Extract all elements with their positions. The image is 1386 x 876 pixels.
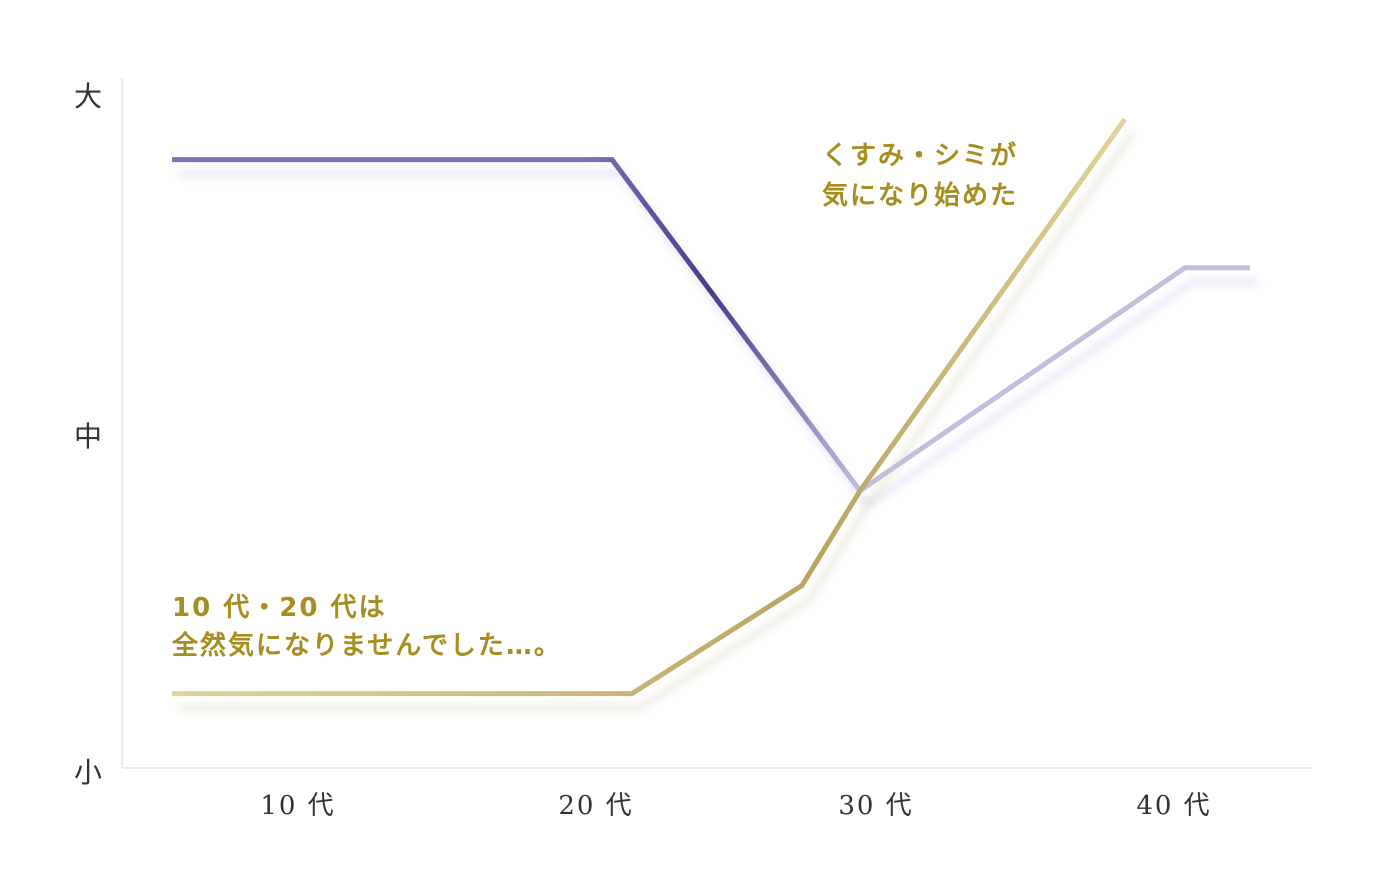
series-shadows [180, 131, 1258, 711]
series-purple-shadow [180, 170, 1258, 509]
series-purple-line [172, 157, 1250, 495]
chart-annotations: 10 代・20 代は 全然気になりませんでした…。 くすみ・シミが 気になり始め… [171, 140, 1029, 661]
y-tick-label: 小 [74, 756, 102, 789]
annotation-young-age-line-1: 10 代・20 代は [172, 593, 386, 623]
annotation-dullness-spots-line-2: 気になり始めた [822, 180, 1018, 211]
series-lines [172, 117, 1250, 697]
series-gold-line [172, 117, 1128, 697]
x-tick-label: 10 代 [260, 791, 335, 821]
y-tick-labels: 大中小 [74, 80, 102, 789]
y-tick-label: 大 [74, 80, 102, 113]
annotation-young-age: 10 代・20 代は 全然気になりませんでした…。 [171, 593, 562, 661]
chart-axes [121, 78, 1312, 769]
x-tick-label: 40 代 [1136, 791, 1211, 821]
series-gold-shadow [180, 131, 1136, 711]
annotation-young-age-line-2: 全然気になりませんでした…。 [171, 630, 562, 661]
x-tick-label: 30 代 [838, 791, 913, 821]
x-tick-label: 20 代 [558, 791, 633, 821]
y-tick-label: 中 [74, 420, 102, 453]
annotation-dullness-spots: くすみ・シミが 気になり始めた [822, 140, 1029, 211]
x-tick-labels: 10 代 20 代 30 代 40 代 [260, 791, 1211, 821]
annotation-dullness-spots-line-1: くすみ・シミが [822, 140, 1018, 171]
